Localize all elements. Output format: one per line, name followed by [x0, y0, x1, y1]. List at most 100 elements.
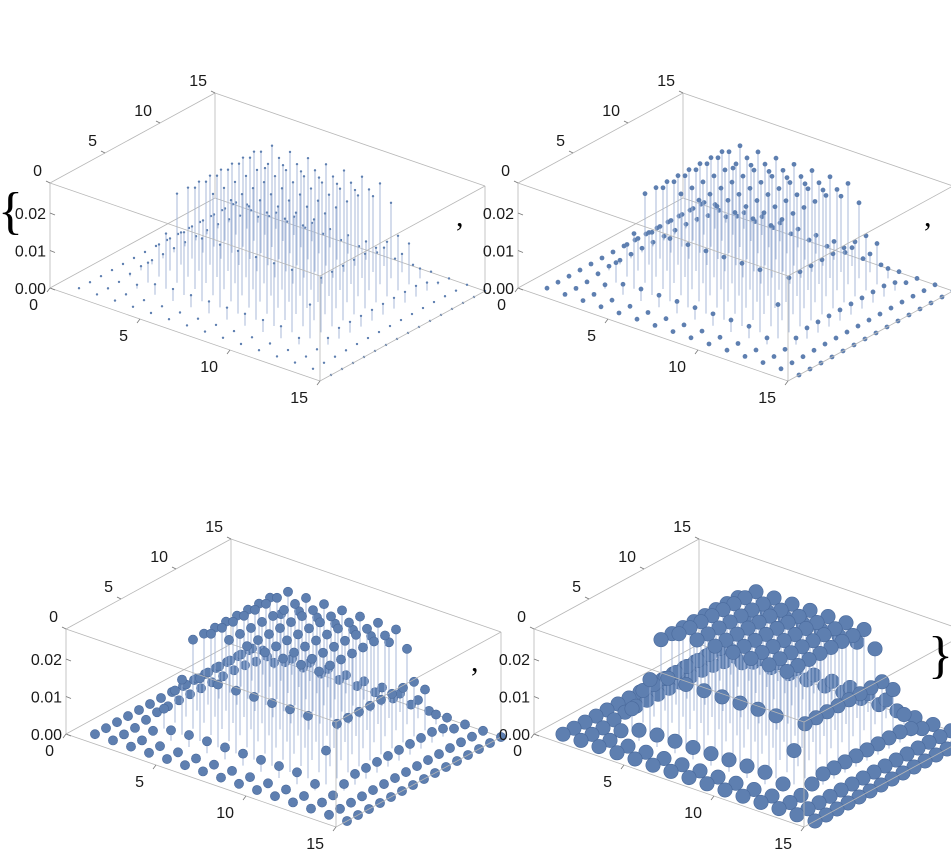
- data-point: [808, 263, 814, 269]
- data-point: [124, 293, 128, 296]
- data-point: [562, 291, 568, 297]
- data-point: [478, 725, 488, 736]
- y-tick-mark: [529, 626, 535, 630]
- data-point: [156, 693, 166, 703]
- data-point: [401, 767, 411, 777]
- data-point: [142, 298, 146, 302]
- data-point: [410, 312, 414, 316]
- data-point: [412, 761, 422, 771]
- data-point: [286, 617, 296, 628]
- data-point: [660, 185, 666, 191]
- data-point: [732, 695, 748, 711]
- data-point: [342, 169, 346, 172]
- z-tick-label: 0.00: [483, 281, 514, 298]
- data-point: [382, 246, 386, 249]
- data-point: [281, 784, 291, 795]
- data-point: [580, 298, 586, 303]
- data-point: [838, 193, 844, 199]
- data-point: [242, 641, 252, 652]
- data-point: [892, 280, 898, 286]
- box-edge: [682, 92, 951, 186]
- data-point: [860, 256, 866, 262]
- data-point: [456, 737, 466, 748]
- data-point: [697, 161, 703, 167]
- data-point: [354, 706, 364, 717]
- data-point: [794, 192, 800, 198]
- data-point: [779, 217, 785, 222]
- data-point: [339, 779, 349, 789]
- data-point: [616, 310, 622, 316]
- data-point: [613, 723, 629, 739]
- data-point: [392, 296, 396, 300]
- data-point: [856, 200, 862, 206]
- z-tick-label: 0.00: [31, 727, 62, 744]
- data-point: [123, 711, 133, 721]
- data-point: [639, 245, 645, 251]
- data-point: [306, 156, 310, 160]
- data-point: [376, 694, 386, 705]
- data-point: [757, 764, 773, 780]
- data-point: [371, 195, 375, 198]
- data-point: [222, 186, 226, 190]
- data-point: [674, 757, 690, 773]
- data-point: [359, 676, 369, 687]
- data-point: [377, 330, 381, 334]
- data-point: [272, 592, 282, 603]
- data-point: [329, 641, 339, 652]
- z-tick-mark: [533, 696, 540, 699]
- data-point: [754, 198, 760, 203]
- data-point: [317, 176, 321, 179]
- box-edge: [533, 628, 805, 723]
- data-point: [599, 255, 605, 261]
- x-tick-mark: [694, 349, 699, 355]
- data-point: [758, 179, 764, 185]
- data-point: [730, 165, 736, 171]
- data-point: [141, 714, 151, 725]
- y-tick-mark: [584, 596, 590, 600]
- data-point: [356, 194, 360, 197]
- y-tick-label: 0: [49, 609, 58, 626]
- data-point: [719, 149, 725, 155]
- data-point: [809, 168, 815, 173]
- data-point: [126, 741, 136, 752]
- data-point: [383, 751, 393, 761]
- x-tick-mark: [530, 733, 535, 739]
- data-point: [217, 622, 227, 633]
- data-point: [721, 752, 737, 768]
- data-point: [296, 659, 306, 670]
- data-point: [718, 185, 724, 191]
- data-point: [167, 317, 171, 321]
- data-point: [649, 229, 655, 235]
- data-point: [161, 253, 165, 256]
- data-point: [667, 733, 683, 749]
- box-edge: [517, 287, 789, 382]
- data-point: [276, 205, 280, 208]
- data-point: [263, 166, 267, 170]
- plot-4: 0 5 10 15 0 5 10 15 0.00 0.01 0.02: [499, 519, 951, 853]
- x-tick-mark: [226, 349, 231, 355]
- data-point: [761, 210, 767, 216]
- y-tick-label: 5: [556, 133, 565, 150]
- data-point: [685, 739, 701, 755]
- data-point: [128, 272, 132, 276]
- data-point: [268, 611, 278, 621]
- data-point: [191, 753, 201, 764]
- box-edge: [533, 733, 805, 828]
- data-point: [280, 187, 284, 190]
- data-point: [309, 187, 313, 190]
- close-brace: }: [928, 627, 951, 684]
- box-edge: [517, 92, 684, 184]
- data-point: [715, 155, 721, 161]
- data-point: [390, 773, 400, 783]
- y-tick-label: 0: [33, 163, 42, 180]
- data-point: [653, 632, 669, 648]
- data-point: [780, 167, 786, 173]
- z-tick-mark: [49, 287, 56, 291]
- x-tick-label: 0: [45, 743, 54, 760]
- data-point: [766, 169, 772, 174]
- data-point: [385, 240, 389, 243]
- data-point: [467, 731, 477, 742]
- data-point: [311, 635, 321, 646]
- box-edge: [319, 290, 486, 382]
- data-point: [837, 307, 843, 313]
